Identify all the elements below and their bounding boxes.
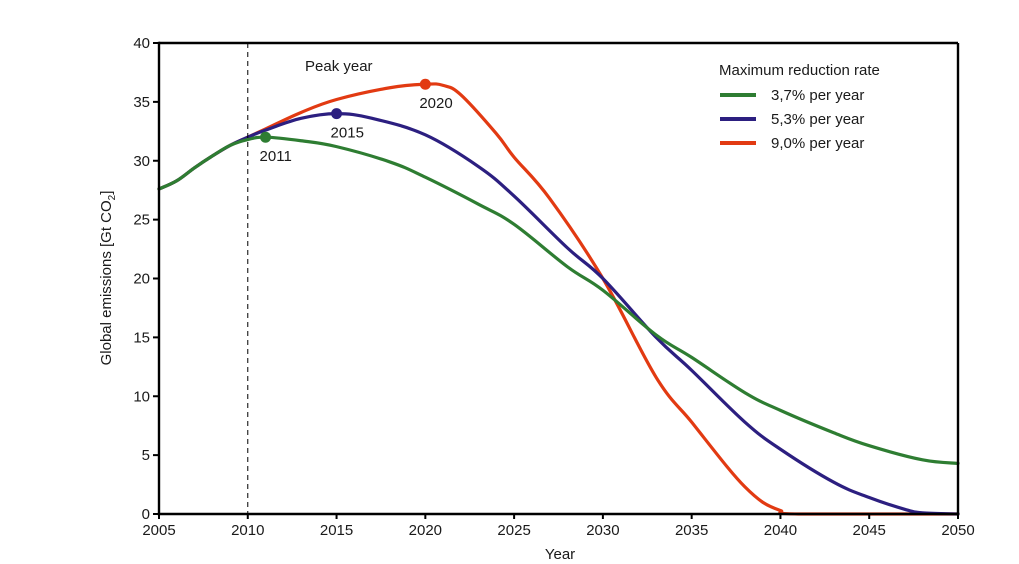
peak-marker-2011	[260, 131, 272, 143]
plot-frame	[157, 41, 960, 516]
y-axis-ticks: 0 5 10 15 20 25 30 35 40	[133, 35, 159, 523]
y-tick-label: 20	[133, 271, 150, 288]
series-line-1	[157, 135, 960, 465]
peak-marker-2020	[419, 78, 431, 90]
y-tick-label: 5	[142, 447, 150, 464]
x-tick-label: 2050	[941, 522, 974, 539]
y-tick-label: 25	[133, 212, 150, 229]
x-tick-label: 2010	[231, 522, 264, 539]
y-axis-title: Global emissions [Gt CO2]	[98, 191, 118, 366]
peak-label-2015: 2015	[331, 125, 364, 142]
peak-marker-2015	[331, 108, 343, 120]
peak-markers: 2011 2015 2020	[260, 78, 453, 165]
x-tick-label: 2030	[586, 522, 619, 539]
peak-year-title: Peak year	[305, 58, 373, 75]
series-line-2	[157, 112, 960, 516]
y-tick-label: 10	[133, 388, 150, 405]
peak-label-2011: 2011	[260, 148, 292, 165]
legend-title: Maximum reduction rate	[719, 62, 880, 79]
x-tick-label: 2045	[853, 522, 886, 539]
y-tick-label: 40	[133, 35, 150, 52]
y-axis-title-close: ]	[98, 191, 115, 195]
y-tick-label: 15	[133, 329, 150, 346]
y-axis-title-subscript: 2	[107, 194, 118, 200]
y-axis-title-main: Global emissions [Gt CO	[98, 200, 115, 365]
legend-label-2: 5,3% per year	[771, 111, 864, 128]
x-axis-ticks: 2005 2010 2015 2020 2025 2030 2035 2040 2045 2050	[142, 514, 975, 539]
legend-label-3: 9,0% per year	[771, 135, 864, 152]
x-tick-label: 2035	[675, 522, 708, 539]
y-tick-label: 30	[133, 153, 150, 170]
x-tick-label: 2025	[497, 522, 530, 539]
y-tick-label: 35	[133, 94, 150, 111]
x-tick-label: 2005	[142, 522, 175, 539]
series-layer	[157, 82, 960, 516]
peak-label-2020: 2020	[419, 95, 452, 112]
x-tick-label: 2040	[764, 522, 797, 539]
x-tick-label: 2020	[409, 522, 442, 539]
legend-items: 3,7% per year 5,3% per year 9,0% per year	[720, 87, 864, 152]
legend: Maximum reduction rate 3,7% per year 5,3%…	[719, 62, 880, 152]
x-tick-label: 2015	[320, 522, 353, 539]
x-axis-title: Year	[545, 546, 575, 563]
y-tick-label: 0	[142, 506, 150, 523]
legend-label-1: 3,7% per year	[771, 87, 864, 104]
